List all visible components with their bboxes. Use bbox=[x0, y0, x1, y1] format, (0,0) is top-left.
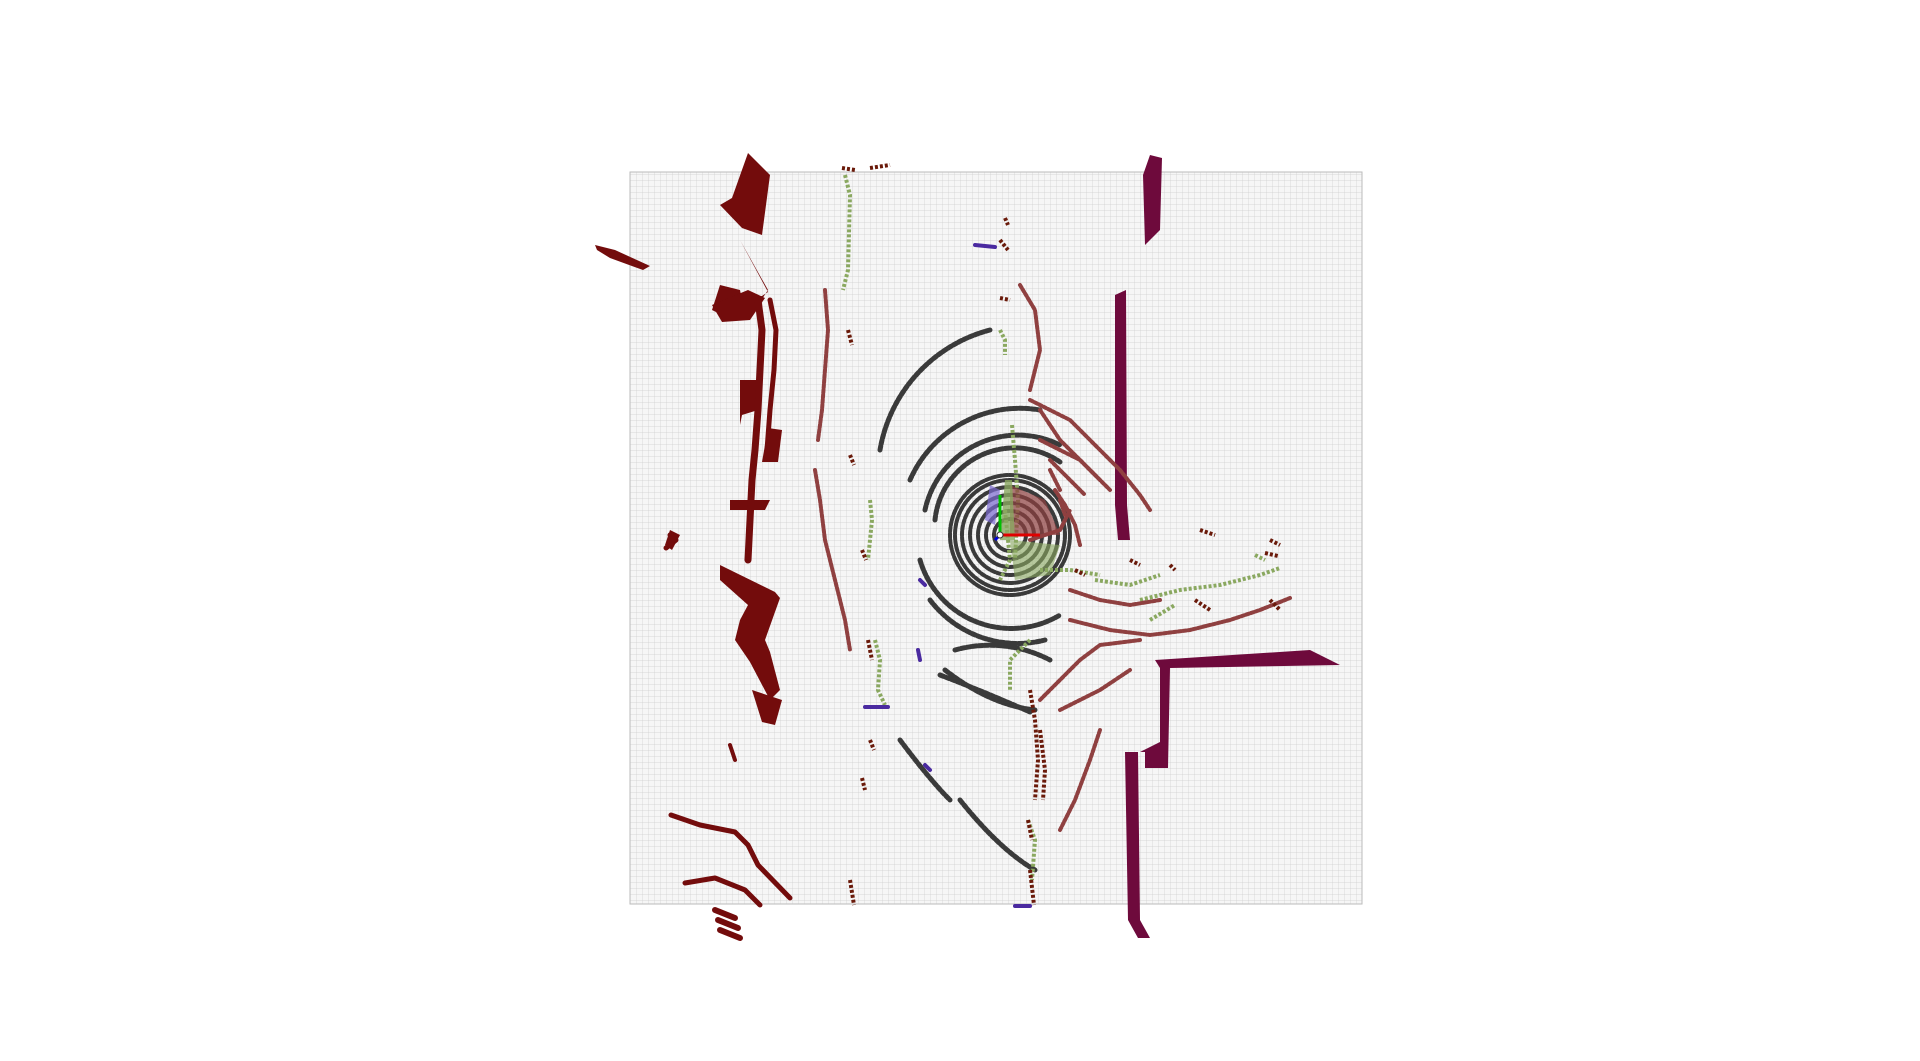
obstacle-points bbox=[813, 283, 1292, 832]
dark-obstacle-points bbox=[841, 163, 1282, 906]
wall-line-left bbox=[663, 296, 793, 941]
central-point-cloud bbox=[985, 480, 1060, 580]
low-obstacle-points bbox=[863, 243, 1032, 908]
vehicle-axes bbox=[993, 495, 1040, 542]
vehicle-origin bbox=[996, 531, 1004, 539]
